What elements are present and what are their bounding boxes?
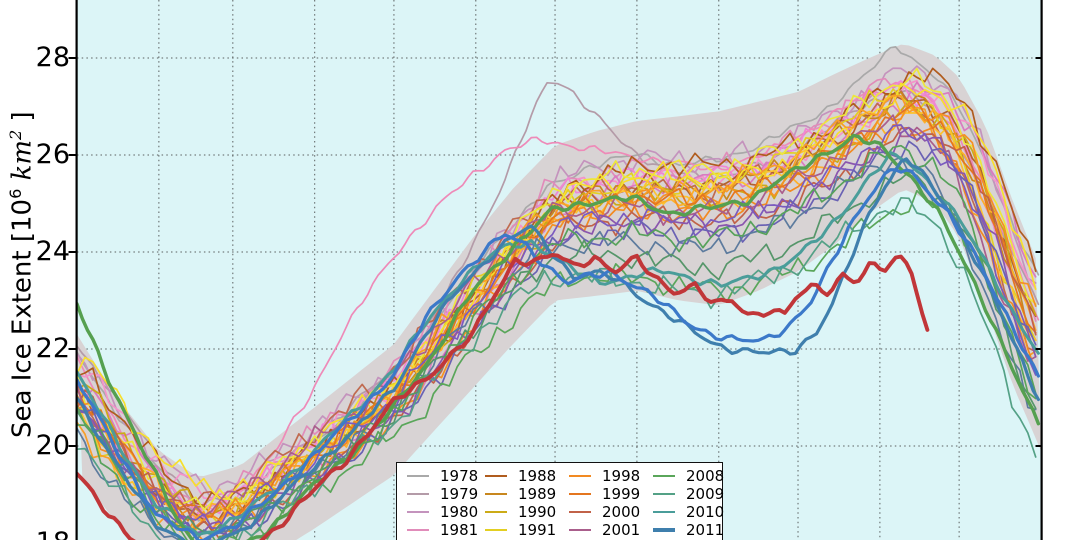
legend-label-1981: 1981 — [440, 521, 479, 539]
series-2011-line — [77, 157, 1040, 540]
legend-swatch-2011 — [653, 528, 675, 532]
legend-swatch-1989 — [485, 493, 507, 495]
series-current-red-line — [77, 253, 930, 540]
legend-label-1980: 1980 — [440, 503, 479, 521]
series-2004-line — [77, 140, 1037, 540]
legend-row: 1978 1988 1998 2008 — [407, 467, 724, 485]
y-axis-label-prefix: Sea Ice Extent [10 — [7, 198, 38, 438]
legend-swatch-1998 — [569, 475, 591, 477]
legend-swatch-2009 — [653, 493, 675, 495]
legend-entry-1990: 1990 — [485, 503, 569, 521]
y-tick-label-18: 18 — [0, 527, 70, 540]
legend-label-1988: 1988 — [518, 467, 557, 485]
legend-entry-1998: 1998 — [569, 467, 653, 485]
y-tick-mark-right — [1035, 154, 1043, 156]
legend-swatch-2010 — [653, 511, 675, 513]
y-tick-mark-right — [1035, 57, 1043, 59]
legend-swatch-2001 — [569, 529, 591, 531]
y-tick-mark — [68, 348, 76, 350]
legend-entry-2000: 2000 — [569, 503, 653, 521]
legend-entry-1988: 1988 — [485, 467, 569, 485]
legend-label-1990: 1990 — [518, 503, 557, 521]
data-layer — [77, 44, 1041, 540]
legend-label-2009: 2009 — [686, 485, 725, 503]
legend-row: 1980 1990 2000 2010 — [407, 503, 724, 521]
y-tick-mark — [68, 445, 76, 447]
legend-box: 1978 1988 1998 2008 1979 1989 1999 2009 1980 1990… — [396, 462, 724, 540]
legend-entry-1979: 1979 — [407, 485, 485, 503]
legend-swatch-1980 — [407, 511, 429, 513]
legend-entry-1981: 1981 — [407, 521, 485, 539]
y-tick-mark — [68, 154, 76, 156]
series-2007-line — [77, 144, 1037, 540]
legend-label-1999: 1999 — [602, 485, 641, 503]
legend-swatch-1979 — [407, 493, 429, 495]
legend-swatch-2008 — [653, 475, 675, 477]
legend-entry-2009: 2009 — [653, 485, 731, 503]
legend-entry-1978: 1978 — [407, 467, 485, 485]
legend-row: 1979 1989 1999 2009 — [407, 485, 724, 503]
y-tick-mark-right — [1035, 445, 1043, 447]
series-green-bold-line — [77, 133, 1041, 540]
legend-swatch-1990 — [485, 511, 507, 513]
legend-swatch-1978 — [407, 475, 429, 477]
y-tick-mark — [68, 57, 76, 59]
legend-swatch-2000 — [569, 511, 591, 513]
legend-label-1978: 1978 — [440, 467, 479, 485]
legend-label-1979: 1979 — [440, 485, 479, 503]
legend-label-1989: 1989 — [518, 485, 557, 503]
legend-entry-1989: 1989 — [485, 485, 569, 503]
legend-swatch-1988 — [485, 475, 507, 477]
y-tick-label-22: 22 — [35, 333, 70, 364]
y-axis-label-suffix: ] — [7, 111, 38, 130]
legend-entry-1999: 1999 — [569, 485, 653, 503]
series-1988-line — [77, 67, 1037, 507]
series-1996-line — [77, 94, 1037, 532]
y-axis-label-exponent: 6 — [6, 188, 25, 199]
legend-label-2001: 2001 — [602, 521, 641, 539]
y-tick-mark-right — [1035, 348, 1043, 350]
legend-entry-2008: 2008 — [653, 467, 731, 485]
y-tick-label-24: 24 — [35, 236, 70, 267]
legend-label-1991: 1991 — [518, 521, 557, 539]
y-tick-mark — [68, 251, 76, 253]
y-tick-label-26: 26 — [35, 139, 70, 170]
series-1991-line — [77, 88, 1037, 534]
legend-label-2011: 2011 — [686, 521, 725, 539]
grid — [77, 0, 1041, 540]
y-tick-label-28: 28 — [35, 42, 70, 73]
legend-swatch-1991 — [485, 529, 507, 531]
y-axis-label: Sea Ice Extent [106 km2 ] — [0, 111, 38, 438]
series-2009-line — [77, 196, 1037, 540]
legend-entry-2001: 2001 — [569, 521, 653, 539]
legend-swatch-1981 — [407, 529, 429, 531]
legend-entry-1991: 1991 — [485, 521, 569, 539]
legend-entry-2010: 2010 — [653, 503, 731, 521]
legend-row: 1981 1991 2001 2011 — [407, 521, 724, 539]
series-2001-line — [77, 114, 1037, 519]
y-tick-label-20: 20 — [35, 430, 70, 461]
legend-label-2000: 2000 — [602, 503, 641, 521]
axes-spines — [68, 0, 1043, 540]
legend-entry-1980: 1980 — [407, 503, 485, 521]
series-2012-line — [77, 168, 1040, 540]
y-tick-mark-right — [1035, 251, 1043, 253]
legend-label-1998: 1998 — [602, 467, 641, 485]
legend-label-2008: 2008 — [686, 467, 725, 485]
legend-label-2010: 2010 — [686, 503, 725, 521]
legend-swatch-1999 — [569, 493, 591, 495]
legend-entry-2011: 2011 — [653, 521, 731, 539]
